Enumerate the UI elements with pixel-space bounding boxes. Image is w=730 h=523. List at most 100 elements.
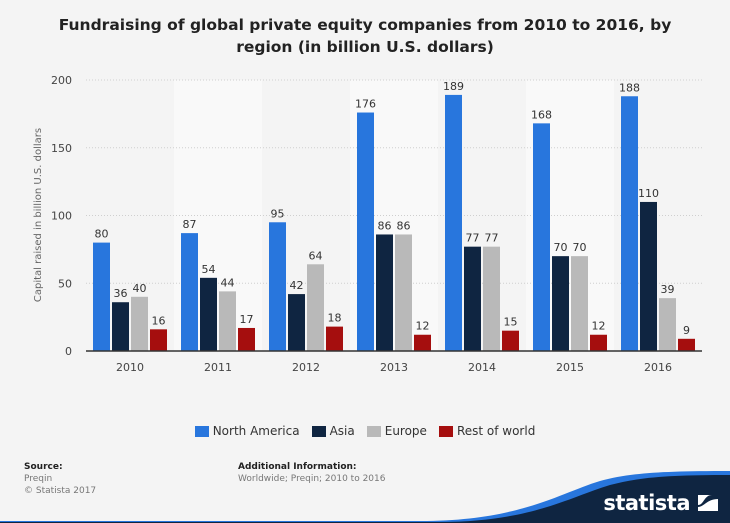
data-label: 40 — [133, 282, 147, 295]
bar-north-america-2012 — [269, 222, 286, 351]
data-label: 17 — [240, 313, 254, 326]
chart-title-line-2: region (in billion U.S. dollars) — [236, 38, 494, 56]
data-label: 64 — [309, 249, 323, 262]
bar-asia-2014 — [464, 246, 481, 351]
bar-asia-2010 — [112, 302, 129, 351]
additional-info-heading: Additional Information: — [238, 462, 357, 472]
bar-rest-of-world-2011 — [238, 327, 255, 351]
data-label: 42 — [290, 279, 304, 292]
bar-rest-of-world-2013 — [414, 334, 431, 351]
bar-asia-2013 — [376, 234, 393, 351]
bar-north-america-2011 — [181, 233, 198, 351]
data-label: 95 — [271, 207, 285, 220]
y-tick-label: 100 — [51, 210, 72, 223]
additional-info-text: Worldwide; Preqin; 2010 to 2016 — [238, 474, 386, 484]
legend-item-rest-of-world[interactable]: Rest of world — [438, 424, 536, 438]
statista-logo-icon — [698, 495, 718, 511]
bar-europe-2015 — [571, 256, 588, 351]
y-axis-ticks: 0 50 100 150 200 — [51, 74, 72, 358]
data-label: 188 — [619, 81, 640, 94]
bars — [93, 94, 695, 352]
legend-swatch — [366, 425, 381, 437]
data-label: 16 — [152, 314, 166, 327]
data-label: 80 — [95, 228, 109, 241]
source-block: Source: Preqin © Statista 2017 — [24, 461, 96, 497]
data-label: 189 — [443, 80, 464, 93]
source-heading: Source: — [24, 462, 63, 472]
bar-rest-of-world-2012 — [326, 326, 343, 351]
bar-north-america-2010 — [93, 242, 110, 351]
data-label: 18 — [328, 312, 342, 325]
data-label: 86 — [378, 219, 392, 232]
data-label: 77 — [485, 232, 499, 245]
bar-rest-of-world-2016 — [678, 338, 695, 351]
y-tick-label: 0 — [65, 345, 72, 358]
data-label: 12 — [592, 320, 606, 333]
legend-item-europe[interactable]: Europe — [366, 424, 427, 438]
bar-europe-2013 — [395, 234, 412, 351]
data-labels: 80 36 40 16 87 54 44 17 95 42 64 18 176 86 86 12 189 77 77… — [95, 80, 691, 337]
x-tick-label: 2015 — [556, 361, 584, 374]
data-label: 36 — [114, 287, 128, 300]
bar-rest-of-world-2014 — [502, 330, 519, 351]
legend-label: Rest of world — [456, 424, 536, 438]
bar-north-america-2013 — [357, 112, 374, 352]
data-label: 9 — [683, 324, 690, 337]
bar-europe-2012 — [307, 264, 324, 351]
legend: North America Asia Europe Rest of world — [0, 424, 730, 438]
source-name: Preqin — [24, 474, 53, 484]
data-label: 77 — [466, 232, 480, 245]
x-tick-label: 2014 — [468, 361, 496, 374]
x-tick-label: 2013 — [380, 361, 408, 374]
legend-swatch — [311, 425, 326, 437]
bar-europe-2011 — [219, 291, 236, 351]
brand-banner — [0, 471, 730, 523]
legend-item-north-america[interactable]: North America — [194, 424, 300, 438]
x-tick-label: 2016 — [644, 361, 672, 374]
data-label: 176 — [355, 98, 376, 111]
data-label: 44 — [221, 276, 235, 289]
bar-europe-2016 — [659, 298, 676, 351]
legend-label: Europe — [384, 424, 427, 438]
bar-europe-2010 — [131, 296, 148, 351]
data-label: 54 — [202, 263, 216, 276]
bar-rest-of-world-2015 — [590, 334, 607, 351]
additional-info-block: Additional Information: Worldwide; Preqi… — [238, 461, 385, 485]
legend-swatch — [438, 425, 453, 437]
bar-rest-of-world-2010 — [150, 329, 167, 351]
bar-asia-2012 — [288, 294, 305, 351]
x-tick-label: 2010 — [116, 361, 144, 374]
x-axis-ticks: 2010 2011 2012 2013 2014 2015 2016 — [116, 361, 672, 374]
copyright: © Statista 2017 — [24, 486, 97, 496]
bar-asia-2016 — [640, 201, 657, 351]
data-label: 86 — [397, 219, 411, 232]
bar-north-america-2015 — [533, 123, 550, 351]
data-label: 15 — [504, 316, 518, 329]
bar-asia-2015 — [552, 256, 569, 351]
bar-north-america-2014 — [445, 94, 462, 351]
legend-swatch — [194, 425, 209, 437]
x-tick-label: 2011 — [204, 361, 232, 374]
y-tick-label: 50 — [58, 277, 72, 290]
chart-title-line-1: Fundraising of global private equity com… — [58, 16, 672, 34]
data-label: 168 — [531, 108, 552, 121]
data-label: 70 — [554, 241, 568, 254]
legend-label: North America — [212, 424, 300, 438]
legend-item-asia[interactable]: Asia — [311, 424, 355, 438]
x-tick-label: 2012 — [292, 361, 320, 374]
bar-north-america-2016 — [621, 96, 638, 351]
bar-chart: 0 50 100 150 200 Capital raised in billion U… — [33, 74, 702, 374]
data-label: 87 — [183, 218, 197, 231]
statista-logo-text: statista — [603, 491, 690, 515]
legend-label: Asia — [329, 424, 355, 438]
data-label: 39 — [661, 283, 675, 296]
bar-europe-2014 — [483, 246, 500, 351]
bar-asia-2011 — [200, 277, 217, 351]
y-axis-label: Capital raised in billion U.S. dollars — [33, 128, 44, 302]
data-label: 70 — [573, 241, 587, 254]
data-label: 110 — [638, 187, 659, 200]
y-tick-label: 200 — [51, 74, 72, 87]
data-label: 12 — [416, 320, 430, 333]
chart-title: Fundraising of global private equity com… — [0, 14, 730, 58]
y-tick-label: 150 — [51, 142, 72, 155]
